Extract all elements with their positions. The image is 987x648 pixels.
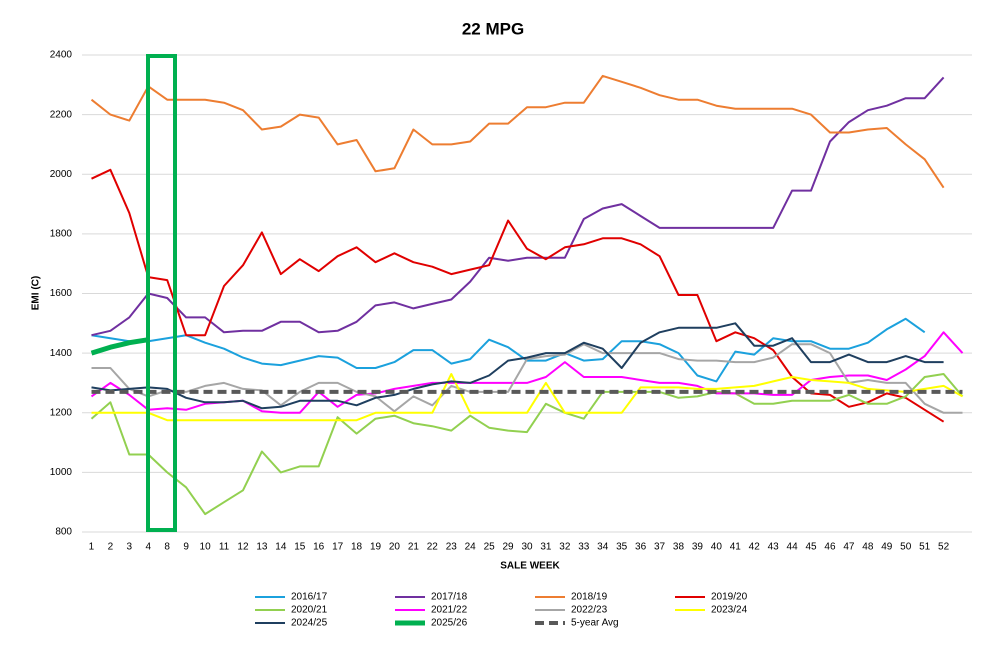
x-tick-label: 18	[351, 542, 363, 553]
legend-label: 2023/24	[711, 605, 748, 616]
x-tick-label: 9	[183, 542, 189, 553]
x-tick-label: 30	[521, 542, 533, 553]
legend-label: 2020/21	[291, 605, 328, 616]
series-line	[90, 373, 964, 516]
x-tick-label: 38	[673, 542, 685, 553]
x-tick-label: 46	[824, 542, 836, 553]
legend-label: 2025/26	[431, 618, 468, 629]
x-tick-label: 34	[597, 542, 609, 553]
x-tick-label: 13	[256, 542, 268, 553]
x-tick-label: 42	[749, 542, 761, 553]
x-tick-label: 39	[692, 542, 704, 553]
x-tick-label: 33	[578, 542, 590, 553]
x-axis-title: SALE WEEK	[500, 561, 560, 572]
x-tick-label: 15	[294, 542, 306, 553]
legend-label: 2021/22	[431, 605, 468, 616]
x-tick-label: 43	[768, 542, 780, 553]
chart-title: 22 MPG	[462, 19, 524, 38]
x-tick-label: 14	[275, 542, 287, 553]
legend-label: 2022/23	[571, 605, 608, 616]
legend-label: 5-year Avg	[571, 618, 619, 629]
series-line	[91, 168, 945, 423]
x-tick-label: 35	[616, 542, 628, 553]
y-tick-label: 1400	[50, 348, 73, 359]
x-tick-label: 12	[237, 542, 249, 553]
y-axis-title: EMI (C)	[31, 276, 42, 310]
series-line	[91, 373, 963, 422]
y-tick-label: 1200	[50, 407, 73, 418]
x-tick-label: 37	[654, 542, 666, 553]
highlight-box	[146, 54, 177, 532]
legend-label: 2019/20	[711, 592, 748, 603]
x-tick-label: 50	[900, 542, 912, 553]
y-tick-label: 800	[55, 527, 72, 538]
y-tick-label: 1800	[50, 229, 73, 240]
series-line	[91, 322, 944, 410]
y-tick-label: 2000	[50, 169, 73, 180]
x-tick-label: 11	[219, 542, 230, 553]
x-tick-label: 45	[805, 542, 817, 553]
x-tick-label: 10	[200, 542, 212, 553]
x-tick-label: 47	[843, 542, 855, 553]
x-tick-label: 40	[711, 542, 723, 553]
x-tick-label: 19	[370, 542, 382, 553]
x-tick-label: 23	[446, 542, 458, 553]
series-line	[90, 337, 149, 356]
x-tick-label: 41	[730, 542, 742, 553]
y-tick-label: 1000	[50, 467, 73, 478]
x-tick-label: 1	[89, 542, 95, 553]
x-tick-label: 22	[427, 542, 439, 553]
x-tick-label: 32	[559, 542, 571, 553]
y-tick-label: 2200	[50, 109, 73, 120]
y-tick-label: 2400	[50, 50, 73, 61]
x-tick-label: 49	[881, 542, 893, 553]
series-line	[91, 343, 963, 414]
y-tick-label: 1600	[50, 288, 73, 299]
x-tick-label: 21	[408, 542, 420, 553]
x-tick-label: 24	[465, 542, 477, 553]
x-tick-label: 31	[540, 542, 552, 553]
series-line	[91, 76, 945, 337]
x-tick-label: 4	[145, 542, 151, 553]
x-tick-label: 44	[787, 542, 799, 553]
legend-label: 2017/18	[431, 592, 468, 603]
x-tick-label: 52	[938, 542, 950, 553]
x-tick-label: 20	[389, 542, 401, 553]
x-tick-label: 36	[635, 542, 647, 553]
x-tick-label: 3	[127, 542, 133, 553]
x-tick-label: 8	[164, 542, 170, 553]
x-tick-label: 48	[862, 542, 874, 553]
x-tick-label: 51	[919, 542, 931, 553]
x-tick-label: 2	[108, 542, 114, 553]
series-line	[90, 74, 945, 189]
x-tick-label: 29	[503, 542, 515, 553]
plot-area	[90, 74, 964, 516]
x-tick-label: 16	[313, 542, 325, 553]
x-tick-label: 25	[484, 542, 496, 553]
legend: 2016/17 2017/18 2018/19 2019/20 2020/21 2021/…	[255, 592, 748, 629]
legend-label: 2018/19	[571, 592, 608, 603]
legend-label: 2016/17	[291, 592, 328, 603]
x-tick-label: 17	[332, 542, 344, 553]
legend-label: 2024/25	[291, 618, 328, 629]
